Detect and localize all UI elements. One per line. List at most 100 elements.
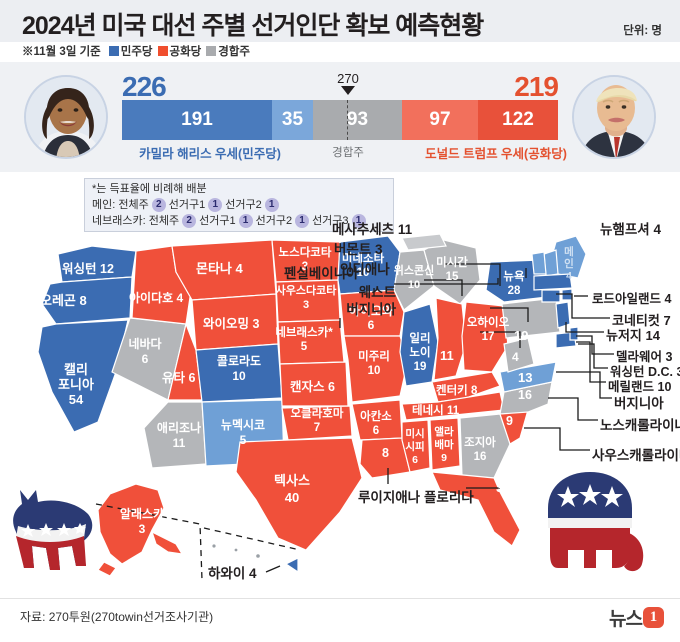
callout-maryland: 메릴랜드 10 <box>608 380 672 394</box>
label-nebraska: 네브래스카* 5 <box>275 327 333 353</box>
header-band <box>0 0 680 42</box>
maine-name: 메인: <box>92 199 116 211</box>
democrat-donkey-logo <box>13 490 93 570</box>
trump-total: 219 <box>514 71 559 102</box>
callout-washington-dc: 워싱턴 D.C. 3 <box>610 365 680 379</box>
state-michigan-up <box>401 233 447 251</box>
label-new-mexico: 뉴멕시코 5 <box>220 418 266 447</box>
label-missouri: 미주리 10 <box>358 351 390 377</box>
swing-caption: 경합주 <box>332 147 364 159</box>
label-tennessee: 테네시 11 <box>412 405 460 417</box>
label-minnesota: 미네소타 10 <box>341 253 385 279</box>
callout-north-carolina: 노스캐롤라이나 <box>600 418 680 433</box>
label-florida-votes: 30 <box>496 480 511 495</box>
label-indiana-votes: 11 <box>440 348 454 363</box>
elephant-body <box>550 528 630 568</box>
legend-label-republican: 공화당 <box>169 46 202 58</box>
label-west-virginia-votes: 4 <box>512 350 519 364</box>
state-missouri <box>343 335 409 403</box>
state-mississippi <box>401 419 431 473</box>
triangle-down-icon <box>341 86 355 95</box>
callout-new-jersey: 뉴저지 14 <box>606 328 660 343</box>
nebraska-name: 네브래스카: <box>92 215 146 227</box>
label-montana: 몬타나 4 <box>196 261 243 276</box>
legend-label-democrat: 민주당 <box>120 46 153 58</box>
state-iowa <box>339 289 405 337</box>
label-georgia: 조지아 16 <box>464 437 496 463</box>
state-georgia <box>459 413 511 479</box>
nebraska-statewide-votes: 2 <box>182 214 197 228</box>
bar-segment-safe-rep: 122 <box>478 100 558 140</box>
logo-text: 뉴스 <box>609 609 643 630</box>
label-north-carolina-votes: 16 <box>518 388 532 402</box>
callout-vermont: 버몬트 3 <box>334 242 383 257</box>
state-florida <box>431 471 521 547</box>
electoral-vote-bar: 191 35 93 97 122 <box>122 100 558 140</box>
harris-total: 226 <box>122 71 167 102</box>
harris-caption: 카밀라 해리스 우세(민주당) <box>139 147 281 161</box>
threshold-dashed-line <box>347 100 348 140</box>
label-oregon: 오레곤 8 <box>40 293 87 308</box>
state-alaska <box>97 483 184 577</box>
callout-south-carolina: 사우스캐롤라이나 <box>592 448 680 463</box>
label-washington: 워싱턴 12 <box>62 262 114 276</box>
donkey-stars <box>21 523 86 537</box>
label-mississippi: 미시 시피 6 <box>405 428 425 466</box>
nebraska-d2-votes: 1 <box>295 214 310 228</box>
legend-swatch-swing <box>206 46 217 56</box>
label-iowa: 아이오와 6 <box>348 304 394 332</box>
bar-segment-swing: 93 <box>313 100 402 140</box>
state-delaware <box>569 326 579 341</box>
avatar-trump <box>572 75 656 159</box>
bar-segment-safe-dem: 191 <box>122 100 272 140</box>
state-alabama <box>429 417 461 471</box>
callout-louisiana: 루이지애나 <box>358 490 421 505</box>
callout-delaware: 델라웨어 3 <box>616 350 673 364</box>
callout-connecticut: 코네티컷 7 <box>612 313 671 328</box>
label-illinois: 일리 노이 19 <box>409 333 431 373</box>
maine-d1-label: 선거구1 <box>168 199 206 211</box>
page-title: 2024년 미국 대선 주별 선거인단 확보 예측현황 <box>22 12 484 40</box>
callout-massachusetts: 메사추세츠 11 <box>332 222 413 237</box>
callout-indiana: 인디애나 <box>340 262 390 277</box>
allocation-note-box: *는 득표율에 비례해 배분 메인: 전체주 2 선거구1 1 선거구2 1 네… <box>84 178 394 232</box>
legend-item-democrat: 민주당 <box>108 43 153 59</box>
state-vermont <box>531 251 547 275</box>
republican-elephant-logo <box>548 472 644 572</box>
trump-caption: 도널드 트럼프 우세(공화당) <box>425 147 567 161</box>
legend-label-swing: 경합주 <box>218 46 251 58</box>
nebraska-d2-label: 선거구2 <box>255 215 293 227</box>
threshold-value: 270 <box>337 71 359 86</box>
callout-new-hampshire: 뉴햄프셔 4 <box>600 222 661 237</box>
note-asterisk: *는 득표율에 비례해 배분 <box>92 183 207 195</box>
state-hawaii <box>284 557 299 574</box>
logo-badge: 1 <box>643 607 664 628</box>
legend-swatch-democrat <box>108 46 119 56</box>
callout-virginia: 버지니아 <box>614 396 664 411</box>
legend-item-republican: 공화당 <box>157 43 202 59</box>
label-kentucky: 켄터키 8 <box>436 385 478 397</box>
label-arizona: 애리조나 11 <box>156 421 202 450</box>
source-credit: 자료: 270투원(270towin선거조사기관) <box>20 610 214 624</box>
legend-item-swing: 경합주 <box>206 43 250 59</box>
maine-d2-label: 선거구2 <box>225 199 262 211</box>
label-north-dakota: 노스다코타 3 <box>278 247 332 273</box>
legend: ※11월 3일 기준 민주당 공화당 경합주 <box>22 43 252 59</box>
legend-swatch-republican <box>157 46 168 56</box>
nebraska-d3-label: 선거구3 <box>312 215 349 227</box>
footer-divider <box>0 598 680 599</box>
note-nebraska: 네브래스카: 전체주 2 선거구1 1 선거구2 1 선거구3 1 <box>92 213 386 229</box>
unit-label: 단위: 명 <box>623 25 662 37</box>
label-alaska: 알래스카 3 <box>119 507 165 536</box>
label-south-carolina-votes: 9 <box>506 414 513 428</box>
callout-rhode-island: 로드아일랜드 4 <box>592 292 672 306</box>
bar-segment-lean-rep: 97 <box>402 100 478 140</box>
label-south-dakota: 사우스다코타 3 <box>275 285 337 311</box>
state-indiana <box>433 297 467 381</box>
inset-divider-line <box>95 503 301 581</box>
state-arizona <box>143 401 207 469</box>
donkey-silhouette <box>13 490 93 570</box>
elephant-trunk <box>624 532 644 572</box>
callout-west-virginia: 웨스트 버지니아 <box>346 285 396 317</box>
label-nevada: 네바다 6 <box>128 337 162 366</box>
